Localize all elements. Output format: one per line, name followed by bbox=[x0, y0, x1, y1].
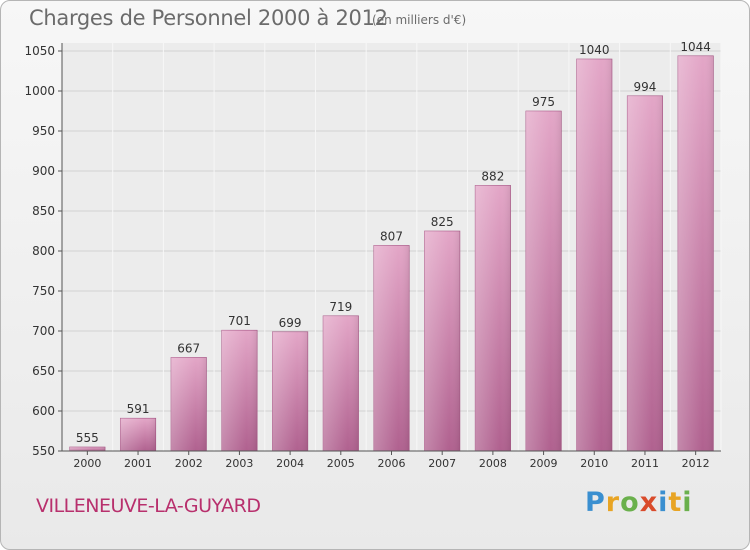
x-tick-label: 2004 bbox=[276, 457, 304, 470]
x-tick-label: 2006 bbox=[378, 457, 406, 470]
x-tick-label: 2011 bbox=[631, 457, 659, 470]
y-tick-label: 750 bbox=[32, 284, 55, 298]
y-tick-label: 550 bbox=[32, 444, 55, 458]
x-tick-label: 2002 bbox=[175, 457, 203, 470]
y-tick-label: 900 bbox=[32, 164, 55, 178]
data-label: 807 bbox=[380, 229, 403, 243]
logo-letter: i bbox=[682, 487, 692, 518]
bar-shading bbox=[475, 185, 510, 451]
y-tick-label: 600 bbox=[32, 404, 55, 418]
bar-shading bbox=[171, 357, 206, 451]
bar-shading bbox=[678, 56, 713, 451]
logo-letter: r bbox=[606, 487, 620, 518]
y-tick-label: 700 bbox=[32, 324, 55, 338]
data-label: 1044 bbox=[680, 40, 711, 54]
y-tick-label: 1050 bbox=[24, 44, 55, 58]
bar-shading bbox=[70, 447, 105, 451]
data-label: 719 bbox=[329, 300, 352, 314]
data-label: 975 bbox=[532, 95, 555, 109]
data-label: 699 bbox=[279, 316, 302, 330]
bar-shading bbox=[526, 111, 561, 451]
x-tick-label: 2000 bbox=[73, 457, 101, 470]
bar-shading bbox=[577, 59, 612, 451]
logo-letter: i bbox=[658, 487, 668, 518]
commune-name: VILLENEUVE-LA-GUYARD bbox=[36, 495, 261, 517]
bar-shading bbox=[424, 231, 459, 451]
bar-shading bbox=[272, 332, 307, 451]
x-tick-label: 2008 bbox=[479, 457, 507, 470]
data-label: 701 bbox=[228, 314, 251, 328]
bar-shading bbox=[627, 96, 662, 451]
data-label: 1040 bbox=[579, 43, 610, 57]
bar-shading bbox=[222, 330, 257, 451]
proxiti-logo: Proxiti bbox=[585, 487, 693, 518]
x-tick-label: 2012 bbox=[682, 457, 710, 470]
x-tick-label: 2005 bbox=[327, 457, 355, 470]
y-tick-label: 800 bbox=[32, 244, 55, 258]
bar-shading bbox=[323, 316, 358, 451]
data-label: 591 bbox=[127, 402, 150, 416]
data-label: 555 bbox=[76, 431, 99, 445]
y-tick-label: 850 bbox=[32, 204, 55, 218]
logo-letter: t bbox=[668, 487, 682, 518]
y-tick-label: 650 bbox=[32, 364, 55, 378]
bar-shading bbox=[374, 245, 409, 451]
logo-letter: o bbox=[620, 487, 640, 518]
data-label: 825 bbox=[431, 215, 454, 229]
y-tick-label: 950 bbox=[32, 124, 55, 138]
x-tick-label: 2001 bbox=[124, 457, 152, 470]
x-tick-label: 2003 bbox=[225, 457, 253, 470]
bar-shading bbox=[120, 418, 155, 451]
x-tick-label: 2010 bbox=[580, 457, 608, 470]
x-tick-label: 2009 bbox=[530, 457, 558, 470]
x-tick-label: 2007 bbox=[428, 457, 456, 470]
logo-letter: P bbox=[585, 487, 606, 518]
data-label: 667 bbox=[177, 341, 200, 355]
logo-letter: x bbox=[640, 487, 658, 518]
data-label: 994 bbox=[634, 80, 657, 94]
data-label: 882 bbox=[481, 169, 504, 183]
y-tick-label: 1000 bbox=[24, 84, 55, 98]
